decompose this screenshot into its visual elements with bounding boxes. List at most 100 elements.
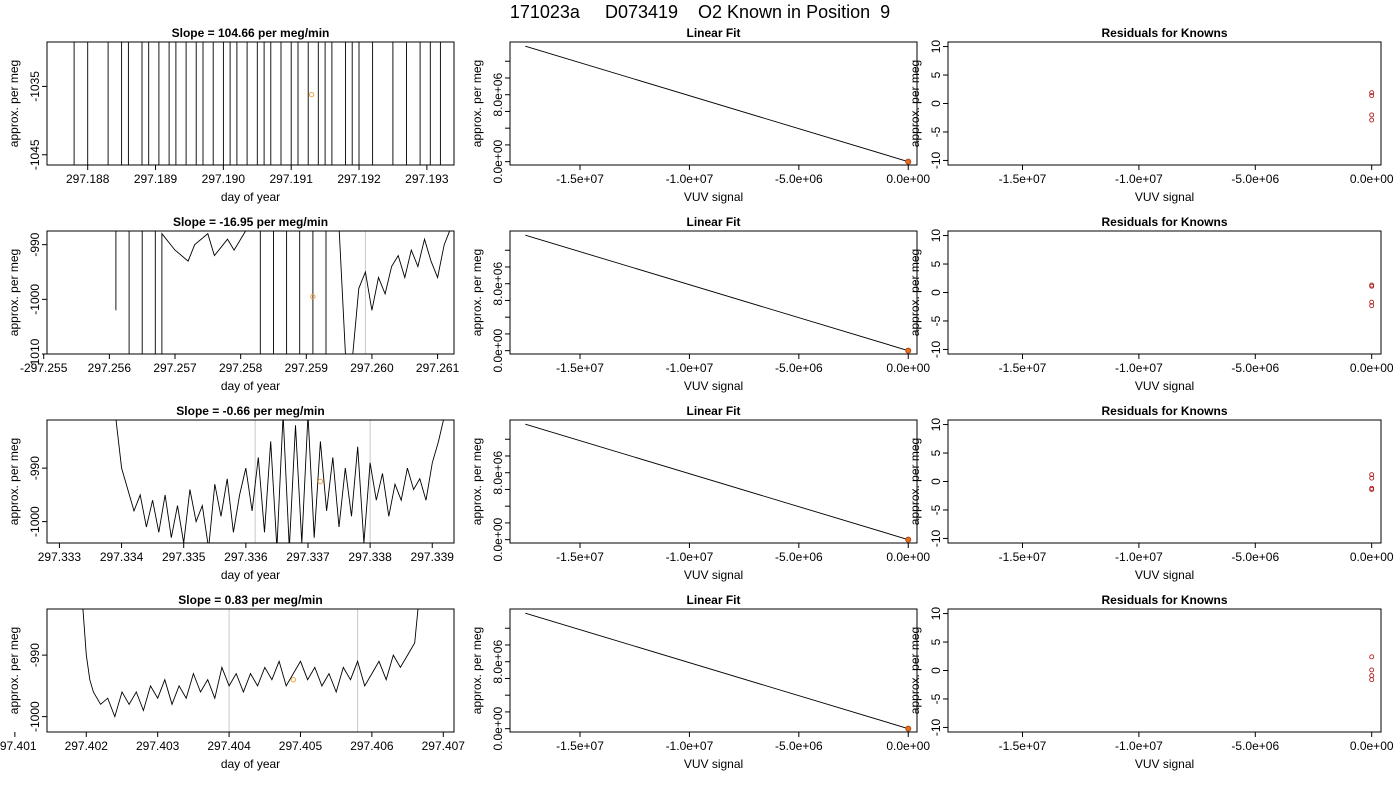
x-tick-label: -1.0e+07: [666, 172, 714, 186]
panel-title: Linear Fit: [686, 404, 740, 418]
plot-frame: [509, 230, 918, 355]
y-tick-label: -990: [28, 643, 42, 667]
plot-area: [525, 45, 912, 165]
timeseries-panel-row-3: Slope = -0.66 per meg/min 297.333 297.334 2…: [7, 404, 455, 582]
x-tick-label: -1.0e+07: [666, 739, 714, 753]
x-tick-label: 297.335: [162, 550, 206, 564]
x-tick-label: 297.403: [136, 739, 180, 753]
x-axis-label: VUV signal: [684, 379, 743, 393]
x-axis-label: VUV signal: [684, 568, 743, 582]
plot-area: [525, 612, 912, 732]
plot-area: [525, 234, 912, 354]
x-tick-label: -1.5e+07: [999, 550, 1047, 564]
y-tick-label: 0: [929, 289, 943, 296]
y-axis-label: approx. per meg: [470, 249, 484, 336]
y-tick-label: -1000: [28, 284, 42, 315]
plot-frame: [947, 41, 1382, 166]
series-line: [352, 231, 451, 354]
y-tick-label: 10: [929, 418, 943, 432]
y-tick-label: -5: [929, 693, 943, 704]
residuals-panel-row-3: Residuals for Knowns -1.5e+07 -1.0e+07 -5.0…: [908, 404, 1394, 582]
x-tick-label: -1.5e+07: [999, 739, 1047, 753]
y-tick-label: 8.0e+06: [491, 640, 505, 684]
y-tick-label: 10: [929, 40, 943, 54]
x-tick-label: 0.0e+00: [886, 739, 930, 753]
y-tick-label: 0: [929, 667, 943, 674]
plot-frame: [947, 230, 1382, 355]
plot-area: [115, 420, 444, 543]
y-tick-label: -1000: [28, 701, 42, 732]
y-tick-label: -1010: [28, 338, 42, 369]
y-tick-label: 5: [929, 638, 943, 645]
x-axis-label: VUV signal: [1135, 757, 1194, 771]
residual-point: [1369, 299, 1375, 305]
panel-title: Slope = 104.66 per meg/min: [172, 26, 330, 40]
y-tick-label: -990: [28, 456, 42, 480]
plot-area: [1369, 282, 1375, 309]
residual-point: [1369, 303, 1375, 309]
linear-fit-panel-row-4: Linear Fit -1.5e+07 -1.0e+07 -5.0e+06 0.0e+0…: [470, 593, 930, 771]
plot-frame: [46, 41, 455, 166]
x-tick-label: -1.5e+07: [556, 172, 604, 186]
y-axis-label: approx. per meg: [470, 627, 484, 714]
residual-point: [1369, 93, 1375, 98]
x-tick-label: -5.0e+06: [1231, 361, 1279, 375]
x-tick-label: 297.334: [100, 550, 144, 564]
y-tick-label: -10: [929, 340, 943, 358]
plot-area: [73, 42, 441, 165]
mean-marker: [317, 478, 324, 485]
x-axis-label: day of year: [221, 757, 280, 771]
y-tick-label: 0: [929, 100, 943, 107]
x-tick-label: -1.0e+07: [1115, 739, 1163, 753]
y-tick-label: 5: [929, 71, 943, 78]
plot-frame: [509, 608, 918, 733]
y-tick-label: 0.0e+00: [491, 517, 505, 561]
y-tick-label: 0.0e+00: [491, 706, 505, 750]
panel-title: Linear Fit: [686, 26, 740, 40]
fit-line: [525, 612, 909, 730]
x-tick-label: -1.5e+07: [999, 361, 1047, 375]
x-tick-label: 297.405: [279, 739, 323, 753]
panel-title: Slope = -0.66 per meg/min: [176, 404, 324, 418]
x-axis-label: VUV signal: [1135, 568, 1194, 582]
residual-point: [1369, 654, 1375, 660]
x-tick-label: -1.0e+07: [666, 550, 714, 564]
x-tick-label: 297.261: [416, 361, 460, 375]
y-tick-label: -1000: [28, 506, 42, 537]
plot-frame: [947, 419, 1382, 544]
plot-frame: [46, 230, 455, 355]
plot-area: [82, 609, 419, 732]
x-tick-label: -1.0e+07: [1115, 361, 1163, 375]
x-tick-label: 0.0e+00: [1350, 550, 1394, 564]
panel-title: Linear Fit: [686, 593, 740, 607]
x-tick-label: 297.333: [38, 550, 82, 564]
panel-title: Residuals for Knowns: [1101, 26, 1227, 40]
y-tick-label: 10: [929, 229, 943, 243]
plot-frame: [46, 608, 455, 733]
x-tick-label: -1.0e+07: [1115, 172, 1163, 186]
series-line: [82, 609, 419, 719]
plot-area: [1369, 654, 1375, 683]
residual-point: [1369, 117, 1375, 123]
residual-point: [1369, 475, 1375, 481]
x-axis-label: VUV signal: [684, 757, 743, 771]
y-tick-label: -990: [28, 232, 42, 256]
panel-title: Linear Fit: [686, 215, 740, 229]
residual-point: [1369, 283, 1375, 289]
x-tick-label: 297.339: [411, 550, 455, 564]
x-tick-label: -5.0e+06: [1231, 550, 1279, 564]
x-axis-label: VUV signal: [1135, 379, 1194, 393]
plot-area: [1369, 90, 1375, 123]
residuals-panel-row-2: Residuals for Knowns -1.5e+07 -1.0e+07 -5.0…: [908, 215, 1394, 393]
y-tick-label: 8.0e+06: [491, 73, 505, 117]
y-tick-label: 8.0e+06: [491, 451, 505, 495]
residual-point: [1369, 487, 1375, 492]
x-axis-label: day of year: [221, 379, 280, 393]
x-tick-label: -5.0e+06: [775, 550, 823, 564]
plot-frame: [46, 419, 455, 544]
y-tick-label: 5: [929, 449, 943, 456]
y-axis-label: approx. per meg: [908, 60, 922, 147]
x-tick-label: -1.0e+07: [1115, 550, 1163, 564]
x-tick-label: 297.406: [350, 739, 394, 753]
x-tick-label: 297.191: [270, 172, 314, 186]
